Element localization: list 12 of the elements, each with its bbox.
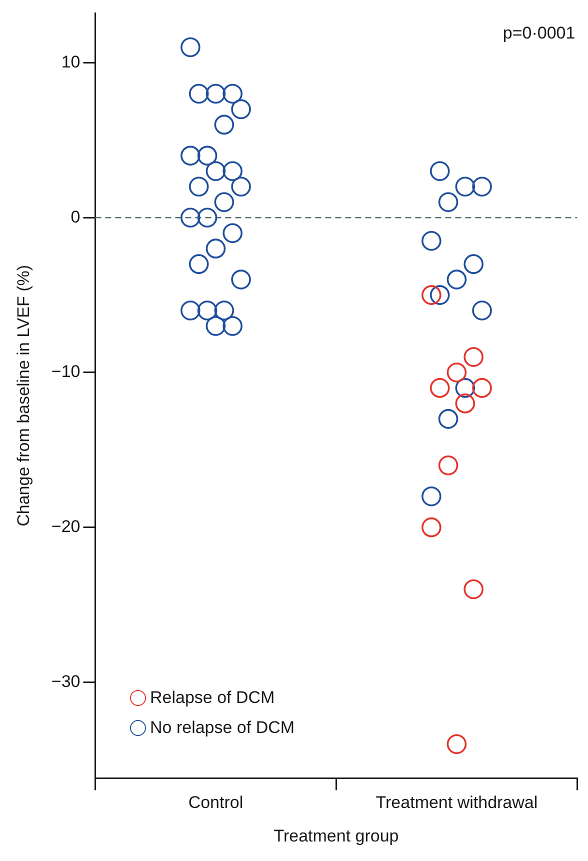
y-tick-label: −20	[51, 517, 80, 536]
y-tick-label: 0	[70, 207, 80, 226]
y-tick-label: 10	[61, 52, 80, 72]
legend-label: No relapse of DCM	[150, 717, 295, 739]
annotation: p=0·0001	[502, 23, 576, 42]
y-axis-title: Change from baseline in LVEF (%)	[14, 264, 33, 526]
x-axis-title: Treatment group	[274, 826, 399, 846]
y-tick-label: −10	[51, 362, 80, 382]
x-tick-label: Control	[188, 793, 244, 812]
x-tick-label: Treatment withdrawal	[376, 793, 538, 812]
legend-label: Relapse of DCM	[150, 687, 275, 709]
y-tick-label: −30	[51, 672, 80, 691]
